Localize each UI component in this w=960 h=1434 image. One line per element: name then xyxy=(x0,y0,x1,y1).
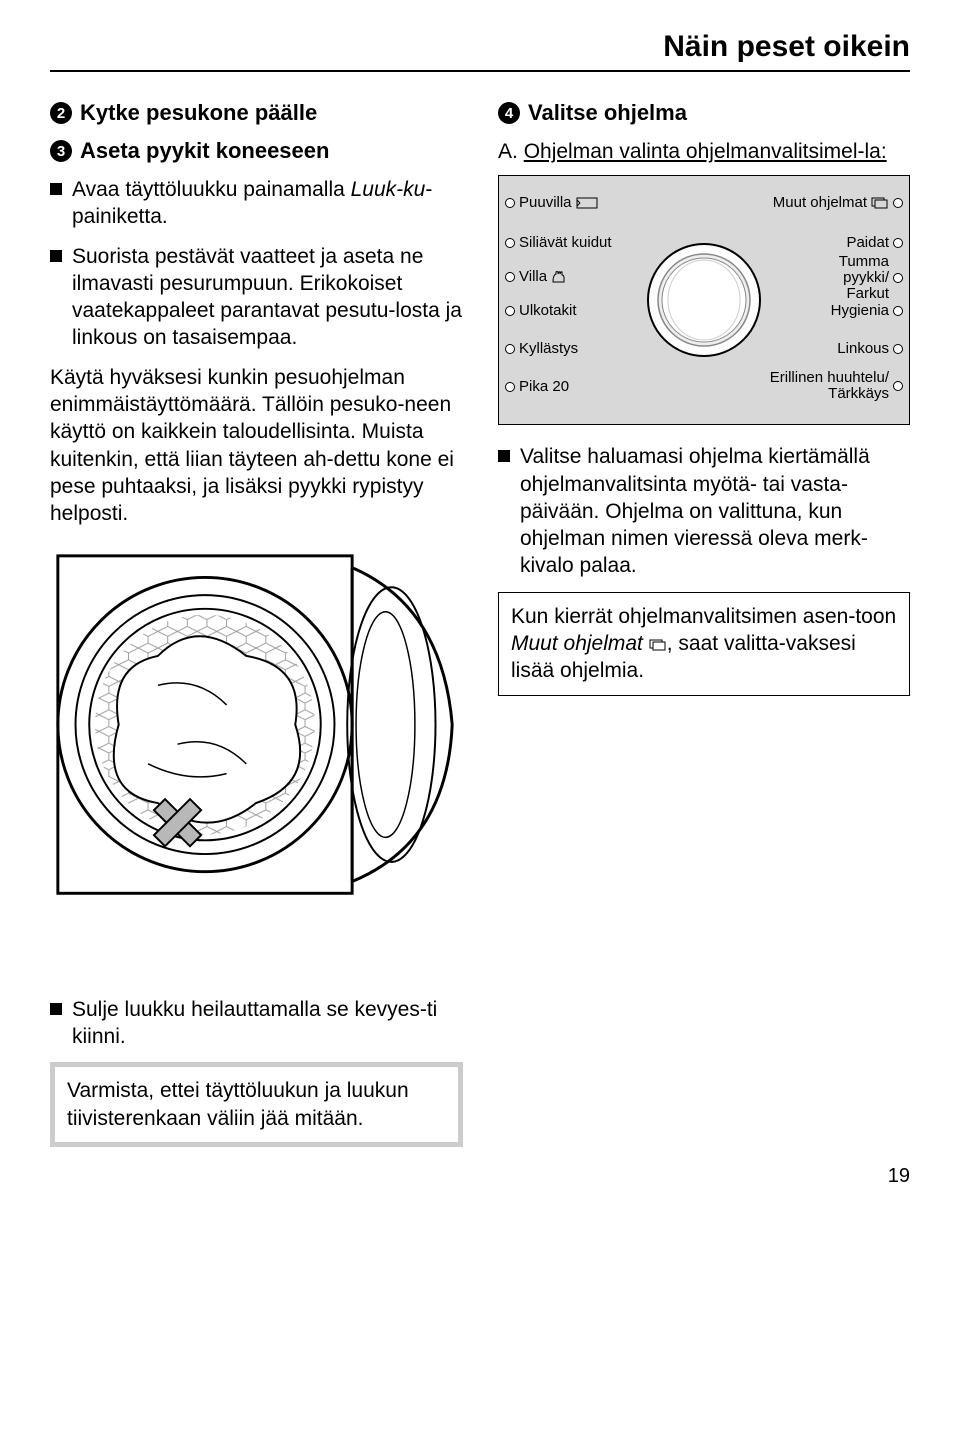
bullet-open-door: Avaa täyttöluukku painamalla Luuk-ku-pai… xyxy=(50,176,462,231)
dial-label-ulkotakit: Ulkotakit xyxy=(505,302,577,319)
hand-icon xyxy=(551,270,567,284)
dial-label-hygienia: Hygienia xyxy=(831,302,903,319)
led-icon xyxy=(893,198,903,208)
bullet-close-door: Sulje luukku heilauttamalla se kevyes-ti… xyxy=(50,996,463,1051)
led-icon xyxy=(893,306,903,316)
box-arrow-icon xyxy=(576,197,598,209)
dial-label-villa: Villa xyxy=(505,268,567,285)
led-icon xyxy=(505,198,515,208)
step-3-text: Aseta pyykit koneeseen xyxy=(80,138,329,164)
bullet-load-clothes: Suorista pestävät vaatteet ja aseta ne i… xyxy=(50,243,462,352)
left-lower-block: Sulje luukku heilauttamalla se kevyes-ti… xyxy=(50,996,463,1147)
menu-icon xyxy=(871,197,889,209)
step-2-text: Kytke pesukone päälle xyxy=(80,100,317,126)
dial-label-paidat: Paidat xyxy=(846,234,903,251)
sub-a-label: A. Ohjelman valinta ohjelmanvalitsimel-l… xyxy=(498,138,910,165)
step-4-heading: 4 Valitse ohjelma xyxy=(498,100,910,126)
bullet-icon xyxy=(50,250,62,262)
left-column: 2 Kytke pesukone päälle 3 Aseta pyykit k… xyxy=(50,100,462,906)
step-4-text: Valitse ohjelma xyxy=(528,100,687,126)
bullet-load-clothes-text: Suorista pestävät vaatteet ja aseta ne i… xyxy=(72,243,462,352)
dial-knob[interactable] xyxy=(644,240,764,360)
bullet-open-door-text: Avaa täyttöluukku painamalla Luuk-ku-pai… xyxy=(72,176,462,231)
page-title: Näin peset oikein xyxy=(50,30,910,72)
dial-label-kyllastys: Kyllästys xyxy=(505,340,578,357)
led-icon xyxy=(505,306,515,316)
bullet-select-program: Valitse haluamasi ohjelma kiertämällä oh… xyxy=(498,443,910,579)
step-4-number: 4 xyxy=(498,102,520,124)
dial-label-linkous: Linkous xyxy=(837,340,903,357)
led-icon xyxy=(893,238,903,248)
step-3-number: 3 xyxy=(50,140,72,162)
dial-label-muut: Muut ohjelmat xyxy=(773,194,903,211)
led-icon xyxy=(505,382,515,392)
bullet-icon xyxy=(50,1003,62,1015)
dial-label-pika20: Pika 20 xyxy=(505,378,569,395)
bullet-icon xyxy=(50,183,62,195)
program-dial-panel: Puuvilla Siliävät kuidut Villa Ulkotakit… xyxy=(498,175,910,425)
dial-label-erillinen: Erillinen huuhtelu/ Tärkkäys xyxy=(770,370,903,402)
note-more-programs: Kun kierrät ohjelmanvalitsimen asen-toon… xyxy=(498,592,910,696)
led-icon xyxy=(893,344,903,354)
step-2-number: 2 xyxy=(50,102,72,124)
led-icon xyxy=(505,238,515,248)
led-icon xyxy=(893,273,903,283)
led-icon xyxy=(893,381,903,391)
content-columns: 2 Kytke pesukone päälle 3 Aseta pyykit k… xyxy=(50,100,910,906)
dial-label-tumma: Tumma pyykki/ Farkut xyxy=(839,254,903,301)
led-icon xyxy=(505,272,515,282)
right-column: 4 Valitse ohjelma A. Ohjelman valinta oh… xyxy=(498,100,910,906)
washer-door-figure xyxy=(50,548,462,901)
page-number: 19 xyxy=(50,1165,910,1188)
bullet-close-door-text: Sulje luukku heilauttamalla se kevyes-ti… xyxy=(72,996,463,1051)
led-icon xyxy=(505,344,515,354)
note-check-seal: Varmista, ettei täyttöluukun ja luukun t… xyxy=(50,1062,463,1147)
dial-label-puuvilla: Puuvilla xyxy=(505,194,598,211)
step-3-heading: 3 Aseta pyykit koneeseen xyxy=(50,138,462,164)
menu-icon xyxy=(649,639,667,651)
dial-label-siliavat: Siliävät kuidut xyxy=(505,234,612,251)
bullet-icon xyxy=(498,450,510,462)
step-2-heading: 2 Kytke pesukone päälle xyxy=(50,100,462,126)
bullet-select-program-text: Valitse haluamasi ohjelma kiertämällä oh… xyxy=(520,443,910,579)
para-capacity: Käytä hyväksesi kunkin pesuohjelman enim… xyxy=(50,364,462,528)
